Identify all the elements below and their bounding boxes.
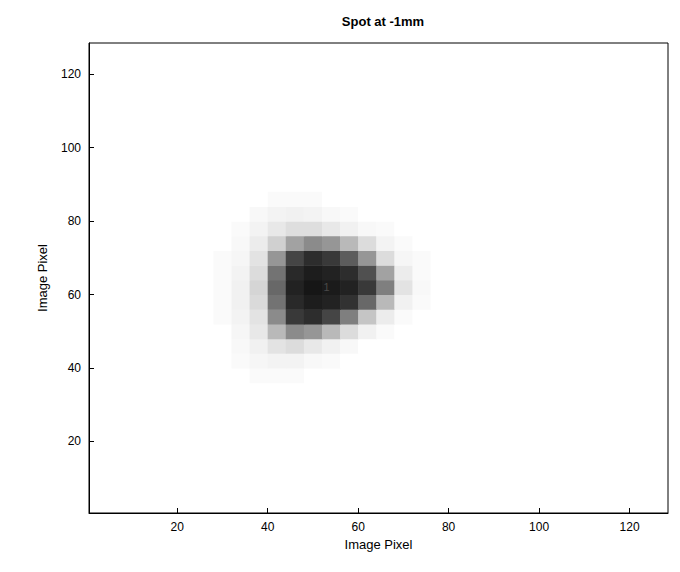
svg-text:Image Pixel: Image Pixel xyxy=(345,537,413,552)
svg-text:60: 60 xyxy=(351,520,365,534)
svg-text:100: 100 xyxy=(529,520,549,534)
svg-text:60: 60 xyxy=(68,288,82,302)
svg-text:20: 20 xyxy=(68,434,82,448)
svg-text:20: 20 xyxy=(171,520,185,534)
svg-text:120: 120 xyxy=(61,67,81,81)
svg-text:120: 120 xyxy=(620,520,640,534)
svg-text:100: 100 xyxy=(61,141,81,155)
svg-text:1: 1 xyxy=(323,281,329,293)
svg-text:80: 80 xyxy=(68,214,82,228)
svg-text:40: 40 xyxy=(261,520,275,534)
svg-text:Image Pixel: Image Pixel xyxy=(35,244,50,312)
svg-text:80: 80 xyxy=(442,520,456,534)
svg-text:40: 40 xyxy=(68,361,82,375)
svg-text:Spot at -1mm: Spot at -1mm xyxy=(342,14,424,29)
